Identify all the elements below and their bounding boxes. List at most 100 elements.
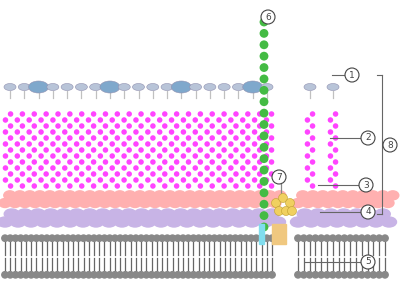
Circle shape xyxy=(216,235,223,242)
Circle shape xyxy=(126,183,132,189)
Text: 5: 5 xyxy=(365,257,371,266)
Circle shape xyxy=(20,123,25,129)
Ellipse shape xyxy=(24,191,36,200)
Circle shape xyxy=(305,129,310,135)
Circle shape xyxy=(333,183,338,189)
Circle shape xyxy=(138,272,144,278)
Circle shape xyxy=(260,131,268,140)
Circle shape xyxy=(330,235,336,242)
Ellipse shape xyxy=(161,83,173,91)
Circle shape xyxy=(86,117,91,123)
Circle shape xyxy=(133,141,139,147)
Ellipse shape xyxy=(169,199,181,208)
Circle shape xyxy=(264,153,269,159)
Ellipse shape xyxy=(184,191,196,200)
Circle shape xyxy=(174,135,180,141)
Circle shape xyxy=(305,165,310,171)
Circle shape xyxy=(181,117,186,123)
Circle shape xyxy=(216,165,222,171)
Ellipse shape xyxy=(69,209,84,219)
Circle shape xyxy=(110,129,115,135)
Circle shape xyxy=(8,135,13,141)
Circle shape xyxy=(253,272,260,278)
Circle shape xyxy=(150,183,156,189)
Ellipse shape xyxy=(218,83,230,91)
Ellipse shape xyxy=(337,191,349,200)
Circle shape xyxy=(206,235,212,242)
Ellipse shape xyxy=(259,199,271,208)
Ellipse shape xyxy=(173,209,188,219)
Circle shape xyxy=(257,159,262,165)
Circle shape xyxy=(330,272,336,278)
Circle shape xyxy=(318,235,324,242)
Circle shape xyxy=(43,159,49,165)
Ellipse shape xyxy=(100,81,120,93)
Ellipse shape xyxy=(59,199,71,208)
Circle shape xyxy=(32,135,37,141)
Circle shape xyxy=(43,111,49,117)
Circle shape xyxy=(133,165,139,171)
Circle shape xyxy=(103,159,108,165)
Circle shape xyxy=(186,183,191,189)
Text: 7: 7 xyxy=(276,172,282,182)
Circle shape xyxy=(43,147,49,153)
Circle shape xyxy=(227,235,233,242)
Circle shape xyxy=(79,111,84,117)
Ellipse shape xyxy=(114,191,126,200)
Circle shape xyxy=(55,159,61,165)
Circle shape xyxy=(91,183,96,189)
Circle shape xyxy=(55,147,61,153)
Circle shape xyxy=(62,153,68,159)
Circle shape xyxy=(138,183,144,189)
Ellipse shape xyxy=(171,81,191,93)
Circle shape xyxy=(359,178,373,192)
Circle shape xyxy=(282,206,290,215)
Circle shape xyxy=(240,117,246,123)
Circle shape xyxy=(361,131,375,145)
Circle shape xyxy=(260,120,268,129)
Circle shape xyxy=(252,129,257,135)
Circle shape xyxy=(211,272,218,278)
Circle shape xyxy=(243,272,249,278)
Circle shape xyxy=(157,177,162,183)
Circle shape xyxy=(198,159,203,165)
Circle shape xyxy=(186,147,191,153)
Ellipse shape xyxy=(94,191,106,200)
Circle shape xyxy=(211,235,218,242)
Ellipse shape xyxy=(322,199,334,208)
Circle shape xyxy=(26,153,32,159)
Circle shape xyxy=(216,153,222,159)
Circle shape xyxy=(305,153,310,159)
Ellipse shape xyxy=(166,217,182,227)
Circle shape xyxy=(3,141,8,147)
Ellipse shape xyxy=(118,83,130,91)
Ellipse shape xyxy=(372,199,384,208)
Circle shape xyxy=(288,206,296,215)
Circle shape xyxy=(162,171,168,177)
Circle shape xyxy=(74,153,79,159)
Ellipse shape xyxy=(147,209,162,219)
Ellipse shape xyxy=(159,199,171,208)
Circle shape xyxy=(264,117,269,123)
Circle shape xyxy=(138,123,144,129)
Circle shape xyxy=(232,272,238,278)
Circle shape xyxy=(150,135,156,141)
Circle shape xyxy=(181,165,186,171)
Circle shape xyxy=(106,272,113,278)
Ellipse shape xyxy=(50,217,64,227)
Circle shape xyxy=(243,235,249,242)
Ellipse shape xyxy=(204,191,216,200)
Circle shape xyxy=(206,272,212,278)
Circle shape xyxy=(310,183,315,189)
Circle shape xyxy=(310,123,315,129)
Circle shape xyxy=(103,147,108,153)
Circle shape xyxy=(112,272,118,278)
Circle shape xyxy=(301,272,307,278)
Ellipse shape xyxy=(128,217,142,227)
Ellipse shape xyxy=(36,217,52,227)
Ellipse shape xyxy=(44,191,56,200)
Circle shape xyxy=(198,147,203,153)
Circle shape xyxy=(126,135,132,141)
Circle shape xyxy=(8,111,13,117)
Text: 4: 4 xyxy=(365,208,371,217)
